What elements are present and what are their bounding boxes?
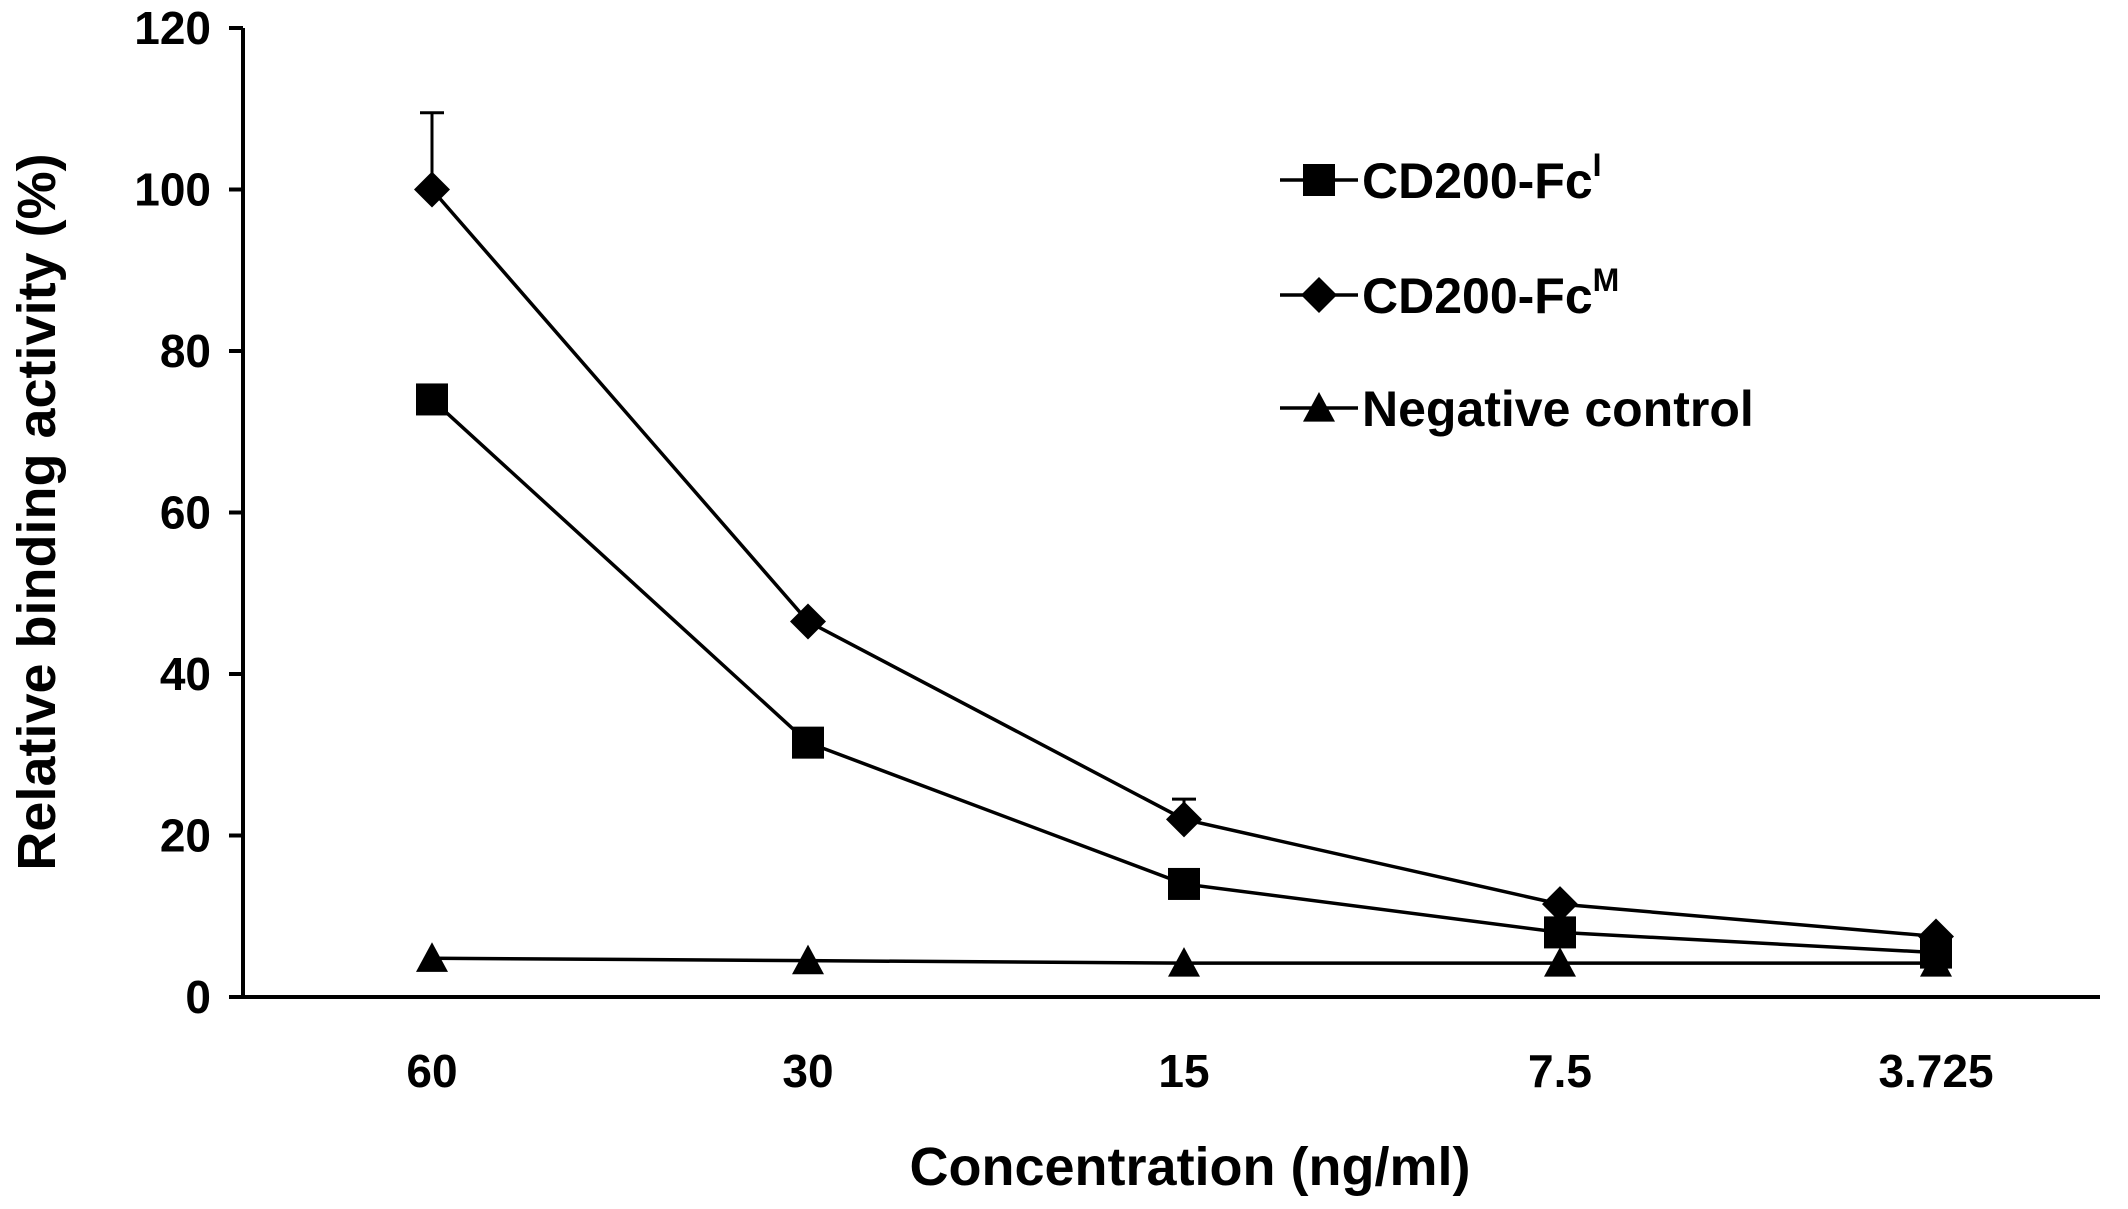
square-marker	[792, 726, 824, 759]
x-axis-title: Concentration (ng/ml)	[910, 1137, 1471, 1197]
y-tick-label: 60	[160, 487, 211, 539]
y-tick-label: 80	[160, 325, 211, 377]
triangle-marker	[1920, 947, 1952, 977]
y-tick-label: 20	[160, 810, 211, 862]
series-1	[416, 383, 1952, 969]
legend: CD200-FcI CD200-FcM Negative control	[1280, 147, 1754, 437]
x-tick-label: 60	[406, 1045, 457, 1097]
square-marker	[416, 383, 448, 416]
series-layer	[414, 111, 1954, 977]
triangle-marker	[1303, 392, 1335, 422]
diamond-marker	[1918, 918, 1954, 955]
triangle-marker	[1168, 947, 1200, 977]
diamond-marker	[1542, 886, 1578, 923]
triangle-marker	[1544, 947, 1576, 977]
diamond-marker	[414, 171, 450, 208]
diamond-marker	[1166, 801, 1202, 838]
triangle-marker	[416, 942, 448, 972]
square-marker	[1168, 867, 1200, 900]
x-tick-label: 30	[782, 1045, 833, 1097]
legend-item: Negative control	[1280, 381, 1754, 437]
diamond-marker	[790, 603, 826, 640]
y-axis-title: Relative binding activity (%)	[7, 153, 67, 870]
series-3	[416, 942, 1952, 977]
y-ticks: 0 20 40 60 80 100 120	[134, 2, 243, 1023]
triangle-marker	[792, 944, 824, 975]
x-ticks: 60 30 15 7.5 3.725	[406, 1045, 1993, 1097]
x-tick-label: 7.5	[1528, 1045, 1592, 1097]
y-tick-label: 0	[185, 971, 211, 1023]
diamond-marker	[1301, 277, 1337, 313]
legend-item: CD200-FcM	[1280, 262, 1619, 324]
y-tick-label: 120	[134, 2, 211, 54]
series-2	[414, 111, 1954, 955]
legend-label: CD200-FcM	[1362, 262, 1619, 324]
axes	[241, 28, 2100, 999]
y-tick-label: 40	[160, 648, 211, 700]
square-marker	[1303, 164, 1335, 196]
legend-item: CD200-FcI	[1280, 147, 1602, 209]
legend-label: Negative control	[1362, 381, 1754, 437]
legend-label: CD200-FcI	[1362, 147, 1602, 209]
x-tick-label: 15	[1158, 1045, 1209, 1097]
y-tick-label: 100	[134, 164, 211, 216]
x-tick-label: 3.725	[1878, 1045, 1993, 1097]
